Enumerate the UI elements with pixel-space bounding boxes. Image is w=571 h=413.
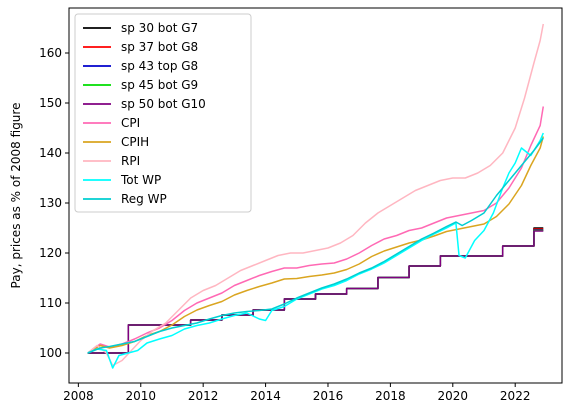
x-tick-label: 2022 xyxy=(500,389,531,403)
legend-label: RPI xyxy=(121,154,140,168)
legend: sp 30 bot G7 sp 37 bot G8 sp 43 top G8 sp 4… xyxy=(74,13,252,213)
x-tick-label: 2012 xyxy=(188,389,219,403)
legend-label: sp 37 bot G8 xyxy=(121,40,198,54)
legend-label: sp 43 top G8 xyxy=(121,59,198,73)
legend-label: sp 45 bot G9 xyxy=(121,78,198,92)
y-tick-label: 110 xyxy=(39,296,62,310)
y-tick-label: 150 xyxy=(39,96,62,110)
x-tick-label: 2010 xyxy=(125,389,156,403)
legend-label: CPIH xyxy=(121,135,149,149)
legend-label: sp 30 bot G7 xyxy=(121,21,198,35)
legend-label: sp 50 bot G10 xyxy=(121,97,206,111)
series-line-cpi xyxy=(87,106,545,354)
y-tick-label: 120 xyxy=(39,246,62,260)
legend-box xyxy=(74,13,252,213)
series-layer xyxy=(87,23,545,369)
x-axis: 2008 2010 2012 2014 2016 2018 2020 2022 xyxy=(63,383,530,403)
legend-label: Reg WP xyxy=(121,192,167,206)
y-tick-label: 100 xyxy=(39,346,62,360)
x-tick-label: 2018 xyxy=(375,389,406,403)
y-tick-label: 140 xyxy=(39,146,62,160)
series-line-reg-wp xyxy=(87,137,544,354)
plot-area-frame xyxy=(68,7,563,384)
series-line-sp-50-bot-g10 xyxy=(87,230,544,354)
series-line-cpih xyxy=(87,136,545,354)
x-tick-label: 2016 xyxy=(313,389,344,403)
y-tick-label: 130 xyxy=(39,196,62,210)
x-tick-label: 2008 xyxy=(63,389,94,403)
legend-label: CPI xyxy=(121,116,140,130)
y-axis-label: Pay, prices as % of 2008 figure xyxy=(9,103,23,289)
legend-label: Tot WP xyxy=(120,173,161,187)
x-tick-label: 2020 xyxy=(438,389,469,403)
series-line-tot-wp xyxy=(87,132,544,369)
x-tick-label: 2014 xyxy=(250,389,281,403)
y-tick-label: 160 xyxy=(39,46,62,60)
y-axis: 100 110 120 130 140 150 160 xyxy=(39,46,69,360)
series-line-rpi xyxy=(87,23,545,367)
